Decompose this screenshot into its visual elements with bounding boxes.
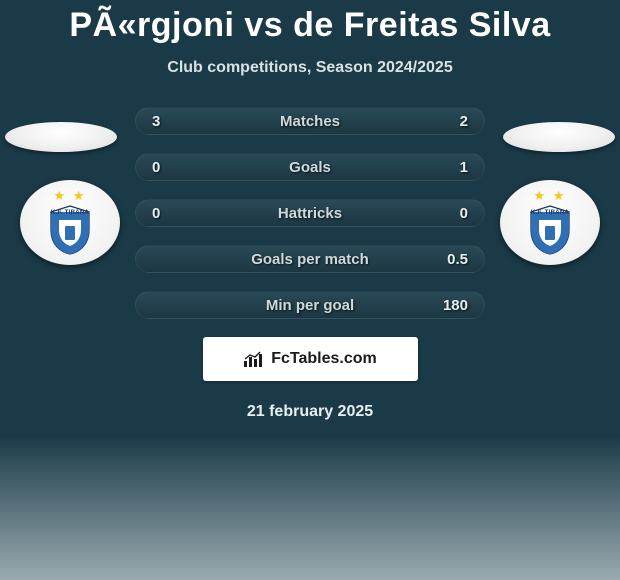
player-photo-left	[5, 122, 117, 152]
shield-icon: K.F. TIRANA	[527, 204, 573, 256]
date-text: 21 february 2025	[0, 403, 620, 421]
stat-label: Matches	[136, 113, 484, 130]
page-title: PÃ«rgjoni vs de Freitas Silva	[0, 6, 620, 45]
brand-text: FcTables.com	[271, 350, 377, 368]
stat-label: Min per goal	[136, 297, 484, 314]
stat-label: Goals	[136, 159, 484, 176]
club-name-right: K.F. TIRANA	[527, 210, 573, 216]
stat-row: 3 Matches 2	[135, 107, 485, 135]
stat-row: 0 Goals 1	[135, 153, 485, 181]
stat-row: Goals per match 0.5	[135, 245, 485, 273]
stats-table: 3 Matches 2 0 Goals 1 0 Hattricks 0 Goal…	[135, 107, 485, 319]
stat-row: 0 Hattricks 0	[135, 199, 485, 227]
club-badge-left: ★ ★ K.F. TIRANA	[20, 180, 120, 265]
shield-icon: K.F. TIRANA	[47, 204, 93, 256]
stat-label: Hattricks	[136, 205, 484, 222]
club-badge-right: ★ ★ K.F. TIRANA	[500, 180, 600, 265]
stars-icon: ★ ★	[534, 189, 567, 202]
brand-box: FcTables.com	[203, 337, 418, 381]
subtitle: Club competitions, Season 2024/2025	[0, 59, 620, 77]
barchart-icon	[243, 350, 265, 368]
player-photo-right	[503, 122, 615, 152]
stat-row: Min per goal 180	[135, 291, 485, 319]
stars-icon: ★ ★	[54, 189, 87, 202]
stat-label: Goals per match	[136, 251, 484, 268]
club-name-left: K.F. TIRANA	[47, 210, 93, 216]
